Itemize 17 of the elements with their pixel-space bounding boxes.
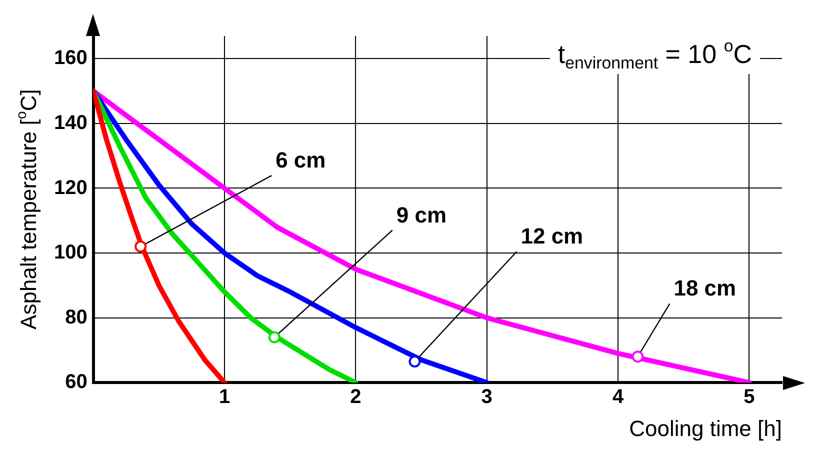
x-tick-label: 4: [612, 386, 624, 408]
x-tick-label: 3: [481, 386, 492, 408]
x-tick-label: 2: [350, 386, 362, 408]
annotation: 12 cm: [520, 224, 584, 249]
annotation: 18 cm: [674, 276, 736, 301]
y-tick-label: 100: [54, 242, 88, 264]
annotation: 9 cm: [396, 202, 447, 228]
annotation: 6 cm: [276, 148, 326, 173]
x-tick-label: 1: [218, 386, 230, 408]
y-axis-title: Asphalt temperature [oC]: [14, 89, 42, 330]
y-tick-label: 120: [54, 176, 88, 199]
y-tick-label: 160: [54, 47, 88, 70]
y-tick-label: 60: [65, 371, 88, 394]
x-tick-label: 5: [744, 386, 755, 408]
y-tick-label: 80: [65, 306, 88, 328]
y-tick-label: 140: [54, 112, 88, 134]
x-axis-title: Cooling time [h]: [629, 416, 782, 441]
